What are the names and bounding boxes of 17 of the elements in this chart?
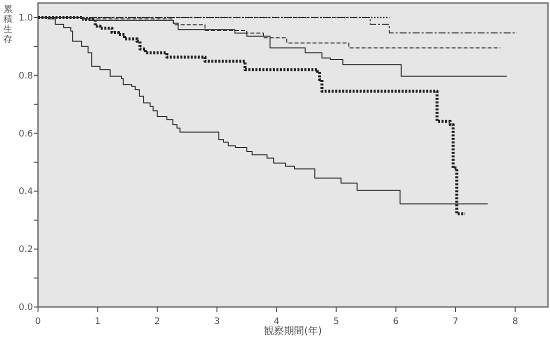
y-tick-label: 0.8 [18, 71, 34, 82]
y-tick-label: 1.0 [18, 13, 34, 24]
y-tick-label: 0.6 [18, 129, 34, 140]
x-tick-label: 5 [333, 317, 340, 327]
y-tick-label: 0.2 [18, 245, 33, 256]
x-tick-label: 4 [274, 317, 280, 327]
y-tick-label: 0.4 [18, 187, 34, 198]
x-tick-label: 2 [154, 317, 160, 327]
x-tick-label: 3 [214, 317, 220, 327]
x-tick-label: 6 [393, 317, 400, 327]
x-axis-title: 観察期間(年) [264, 325, 322, 337]
y-tick-label: 0.0 [18, 303, 34, 313]
x-tick-label: 7 [452, 317, 458, 327]
x-tick-label: 0 [35, 317, 42, 327]
y-axis-title: 累積生存 [4, 4, 12, 45]
x-tick-label: 8 [512, 317, 518, 327]
x-tick-label: 1 [94, 317, 101, 327]
